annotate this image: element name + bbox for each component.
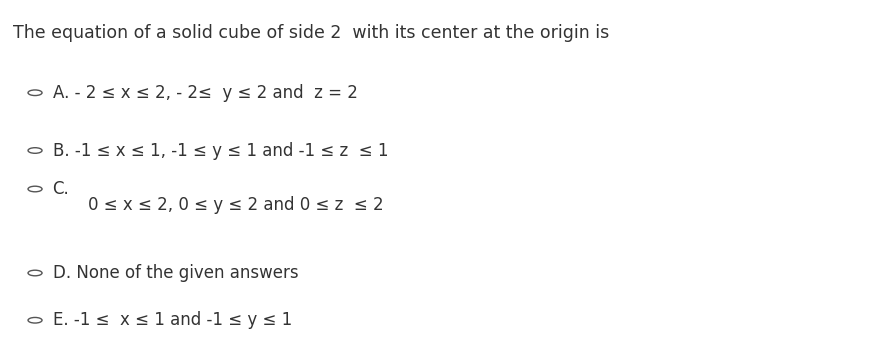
Text: The equation of a solid cube of side 2  with its center at the origin is: The equation of a solid cube of side 2 w… [13,25,610,42]
Text: C.: C. [53,180,69,198]
Text: A. - 2 ≤ x ≤ 2, - 2≤  y ≤ 2 and  z = 2: A. - 2 ≤ x ≤ 2, - 2≤ y ≤ 2 and z = 2 [53,84,357,102]
Text: E. -1 ≤  x ≤ 1 and -1 ≤ y ≤ 1: E. -1 ≤ x ≤ 1 and -1 ≤ y ≤ 1 [53,311,292,329]
Text: 0 ≤ x ≤ 2, 0 ≤ y ≤ 2 and 0 ≤ z  ≤ 2: 0 ≤ x ≤ 2, 0 ≤ y ≤ 2 and 0 ≤ z ≤ 2 [88,196,383,214]
Text: B. -1 ≤ x ≤ 1, -1 ≤ y ≤ 1 and -1 ≤ z  ≤ 1: B. -1 ≤ x ≤ 1, -1 ≤ y ≤ 1 and -1 ≤ z ≤ 1 [53,141,388,160]
Text: D. None of the given answers: D. None of the given answers [53,264,298,282]
